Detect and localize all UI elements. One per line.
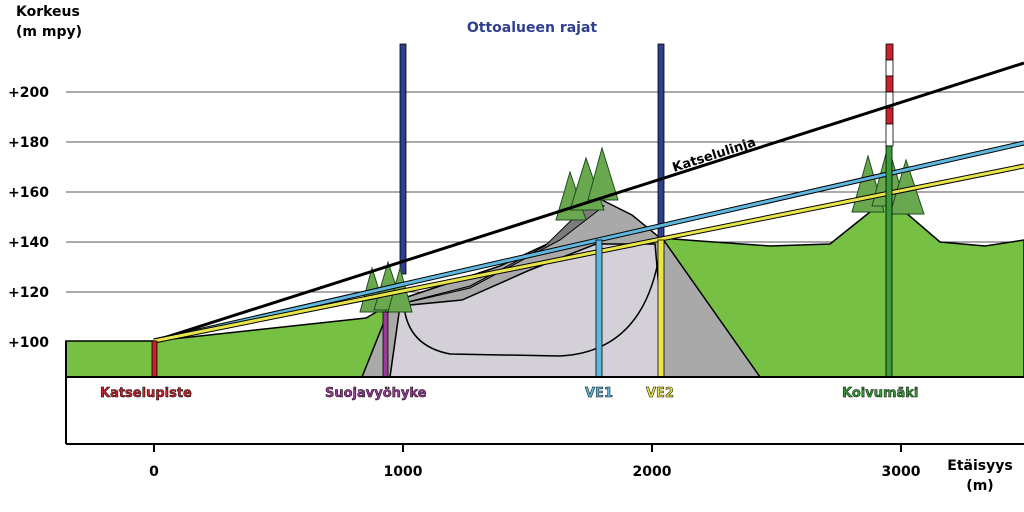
label-ve2: VE2 — [646, 386, 674, 401]
sightline-label: Katselulinja — [671, 135, 758, 176]
y-tick-100: +100 — [8, 335, 49, 351]
post-ve1 — [595, 239, 603, 378]
x-tick-0: 0 — [149, 464, 159, 480]
label-koivumaki: Koivumäki — [842, 386, 918, 401]
y-tick-120: +120 — [8, 285, 49, 301]
boundary-line-right — [657, 43, 665, 245]
post-ve2 — [657, 239, 665, 378]
y-tick-160: +160 — [8, 185, 49, 201]
label-katselupiste: Katselupiste — [100, 386, 192, 401]
sightline-ve1-color — [153, 141, 1024, 343]
x-ticks — [153, 444, 902, 452]
label-ve1: VE1 — [585, 386, 613, 401]
x-axis-label-line2: (m) — [966, 478, 993, 494]
boundary-line-left — [399, 43, 407, 275]
sightline-ve2-color — [153, 164, 1024, 343]
label-suojavyohyke: Suojavyöhyke — [325, 386, 427, 401]
y-axis-label-line2: (m mpy) — [16, 24, 82, 40]
y-tick-200: +200 — [8, 85, 49, 101]
x-tick-2000: 2000 — [633, 464, 672, 480]
y-tick-140: +140 — [8, 235, 49, 251]
diagram-title: Ottoalueen rajat — [467, 20, 598, 36]
post-katselupiste — [151, 340, 158, 378]
y-tick-180: +180 — [8, 135, 49, 151]
mast — [885, 43, 894, 147]
sightline-katselulinja — [153, 61, 1024, 343]
x-axis-label-line1: Etäisyys — [947, 458, 1012, 474]
x-tick-3000: 3000 — [882, 464, 921, 480]
post-suojavyohyke — [382, 311, 389, 378]
x-tick-1000: 1000 — [384, 464, 423, 480]
y-axis-label-line1: Korkeus — [16, 4, 80, 20]
excavation-curve — [403, 261, 659, 357]
post-koivumaki — [885, 145, 893, 378]
tree-group-hilltop — [555, 146, 619, 221]
